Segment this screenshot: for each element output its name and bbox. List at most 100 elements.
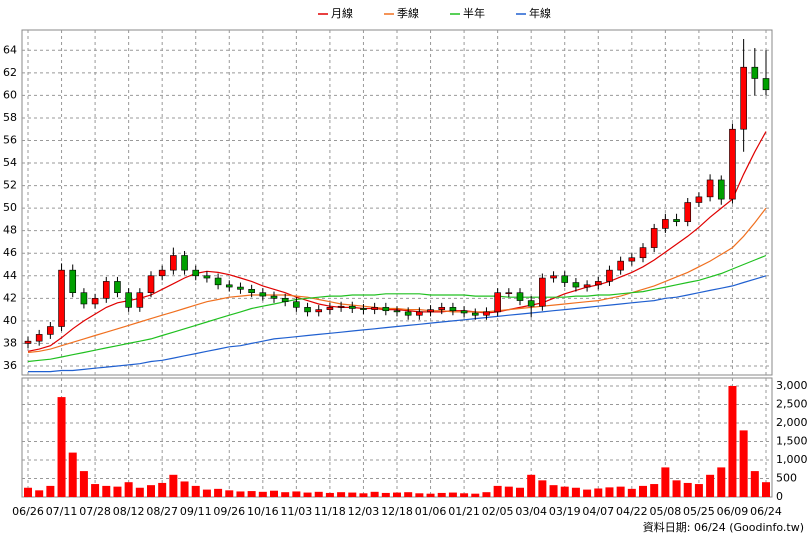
candle-body: [539, 277, 546, 307]
volume-bar: [46, 485, 55, 497]
legend-label: 年線: [529, 6, 551, 20]
candle-body: [460, 310, 468, 314]
volume-bar: [605, 487, 614, 497]
y-tick-label: 40: [3, 314, 17, 327]
source-note: 資料日期: 06/24 (Goodinfo.tw): [643, 520, 804, 534]
volume-bar: [549, 485, 558, 497]
volume-bar: [393, 492, 401, 497]
x-tick-label: 07/28: [79, 505, 111, 518]
y-tick-label: 3,000: [776, 379, 808, 392]
candle-body: [47, 326, 54, 335]
candle-body: [170, 255, 177, 271]
candle-body: [583, 284, 591, 288]
y-tick-label: 0: [776, 490, 783, 503]
volume-bar: [214, 488, 223, 497]
candle-body: [237, 286, 244, 290]
candle-body: [91, 298, 99, 305]
y-tick-label: 44: [3, 269, 17, 282]
x-tick-label: 06/24: [750, 505, 782, 518]
candle-body: [315, 309, 323, 313]
x-tick-label: 03/19: [549, 505, 581, 518]
x-tick-label: 09/26: [213, 505, 245, 518]
candle-body: [438, 307, 446, 310]
y-tick-label: 54: [3, 156, 17, 169]
volume-bar: [583, 489, 592, 497]
candle-body: [449, 307, 457, 312]
candle-body: [404, 311, 412, 316]
volume-bar: [448, 492, 457, 497]
volume-bar: [672, 480, 681, 497]
volume-bar: [616, 486, 625, 497]
y-tick-label: 64: [3, 43, 17, 56]
volume-bar: [180, 481, 189, 497]
candle-body: [326, 307, 334, 310]
candle-body: [550, 275, 557, 279]
volume-bar: [337, 492, 346, 497]
candle-body: [304, 307, 311, 313]
volume-bar: [527, 474, 536, 497]
volume-bar: [683, 482, 692, 497]
y-tick-label: 58: [3, 111, 17, 124]
legend-label: 月線: [331, 6, 353, 20]
x-tick-label: 01/21: [448, 505, 480, 518]
candle-body: [483, 311, 490, 316]
x-tick-label: 03/04: [515, 505, 547, 518]
volume-bar: [236, 491, 245, 497]
volume-bar: [750, 471, 759, 497]
candle-body: [158, 269, 166, 277]
volume-bar: [225, 490, 234, 497]
volume-bar: [728, 385, 737, 497]
volume-bar: [706, 474, 715, 497]
volume-bar: [661, 467, 670, 497]
candle-body: [751, 66, 759, 79]
volume-bar: [639, 485, 647, 497]
x-tick-label: 06/09: [717, 505, 749, 518]
volume-bar: [538, 480, 547, 497]
volume-bar: [471, 493, 480, 497]
volume-bar: [370, 491, 379, 497]
y-tick-label: 62: [3, 66, 17, 79]
y-tick-label: 52: [3, 179, 17, 192]
candle-body: [427, 309, 434, 313]
volume-bar: [102, 485, 111, 497]
x-tick-label: 12/03: [348, 505, 380, 518]
volume-bar: [303, 492, 312, 497]
candle-body: [684, 202, 692, 222]
volume-bar: [627, 488, 636, 497]
volume-bar: [24, 487, 32, 497]
candle-body: [136, 292, 144, 308]
volume-bar: [762, 482, 770, 497]
candle-body: [348, 305, 356, 309]
volume-bar: [437, 492, 446, 497]
candle-body: [225, 284, 233, 288]
volume-bar: [135, 487, 144, 497]
y-tick-label: 50: [3, 201, 17, 214]
volume-frame: [21, 377, 773, 498]
volume-bar: [694, 484, 703, 497]
moving-average-line: [28, 275, 767, 373]
volume-bar: [79, 471, 88, 497]
volume-bar: [739, 430, 748, 497]
volume-bar: [571, 487, 580, 497]
x-tick-label: 12/18: [381, 505, 413, 518]
x-tick-label: 02/05: [482, 505, 514, 518]
y-tick-label: 48: [3, 224, 17, 237]
legend-label: 半年: [463, 6, 485, 20]
x-tick-label: 05/25: [683, 505, 715, 518]
volume-bar: [35, 490, 44, 497]
candle-body: [527, 300, 535, 307]
candle-body: [729, 128, 736, 200]
y-tick-label: 56: [3, 133, 17, 146]
volume-bar: [91, 484, 100, 497]
candle-body: [382, 307, 390, 312]
candle-body: [58, 269, 65, 327]
candle-body: [281, 298, 289, 303]
volume-bar: [560, 486, 569, 497]
volume-bar: [169, 474, 178, 497]
y-tick-label: 36: [3, 359, 17, 372]
candle-body: [270, 295, 278, 299]
candle-body: [628, 257, 636, 262]
candle-body: [360, 308, 367, 310]
candle-body: [181, 255, 188, 271]
